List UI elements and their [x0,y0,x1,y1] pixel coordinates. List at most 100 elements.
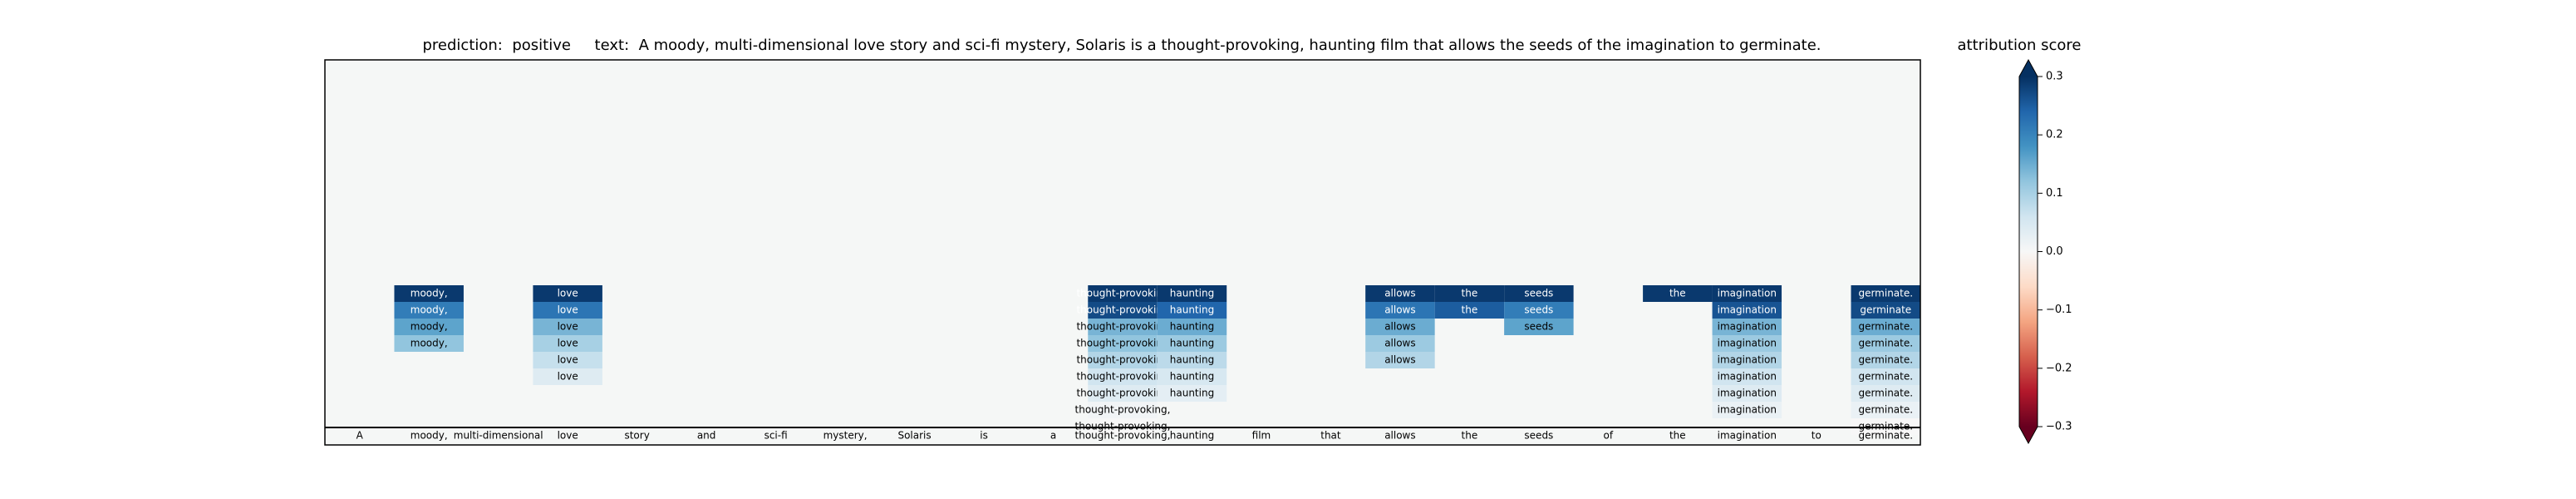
attribution-cell [1088,319,1158,335]
token-label: to [1812,430,1821,442]
token-label: and [697,430,716,442]
token-label: mystery, [823,430,868,442]
attribution-cell-label: thought-provoking [1076,321,1168,333]
attribution-cell-label: haunting [1170,354,1214,366]
attribution-cell [1088,402,1158,418]
attribution-cell [1365,285,1435,302]
colorbar-gradient [2019,77,2038,427]
attribution-cell-label: haunting [1170,338,1214,349]
attribution-cell [1851,385,1920,402]
attribution-cell-label: allows [1384,321,1415,333]
attribution-cell [1851,402,1920,418]
attribution-cell-label: haunting [1170,321,1214,333]
attribution-cell-label: thought-provoking [1076,354,1168,366]
token-label: sci-fi [764,430,788,442]
token-label: allows [1384,430,1415,442]
attribution-cell [1088,368,1158,385]
attribution-cell [1643,285,1713,302]
attribution-cell [1365,302,1435,319]
attribution-cell [1851,368,1920,385]
attribution-cell [394,319,464,335]
attribution-cell-label: allows [1384,288,1415,299]
token-label: the [1462,430,1478,442]
token-label: seeds [1524,430,1553,442]
attribution-cell [1157,319,1227,335]
attribution-cell [1504,319,1574,335]
attribution-cell-label: imagination [1718,404,1777,416]
attribution-cell-label: germinate. [1858,288,1913,299]
attribution-cell-label: moody, [410,304,448,316]
attribution-cell-label: moody, [410,288,448,299]
attribution-cell-label: thought-provoking [1076,288,1168,299]
attribution-cell-label: moody, [410,338,448,349]
text-value: A moody, multi-dimensional love story an… [638,37,1821,54]
attribution-cell-label: love [558,338,578,349]
token-label: germinate. [1858,430,1913,442]
attribution-cell-label: allows [1384,354,1415,366]
colorbar-tick-label: −0.2 [2046,362,2072,374]
attribution-cell [1088,302,1158,319]
attribution-cell-label: the [1462,288,1478,299]
attribution-cell-label: germinate. [1858,371,1913,383]
attribution-cell [1712,285,1782,302]
attribution-cell [1157,352,1227,368]
attribution-cell-label: haunting [1170,388,1214,399]
colorbar-tick-label: 0.0 [2046,245,2063,258]
attribution-cell-label: haunting [1170,288,1214,299]
attribution-cell-label: germinate. [1858,338,1913,349]
attribution-cell-label: imagination [1718,304,1777,316]
attribution-cell-label: thought-provoking, [1075,404,1171,416]
attribution-cell-label: imagination [1718,288,1777,299]
token-label: a [1050,430,1056,442]
token-label: thought-provoking, [1075,430,1171,442]
attribution-cell [533,319,602,335]
colorbar-ticks: 0.3 0.2 0.1 0.0 −0.1 −0.2 −0.3 [2038,71,2072,433]
attribution-cell [1712,319,1782,335]
attribution-cell-label: the [1462,304,1478,316]
attribution-cell [1504,302,1574,319]
attribution-cell [1712,352,1782,368]
attribution-cell [533,368,602,385]
attribution-cell-label: thought-provoking [1076,304,1168,316]
token-label: that [1320,430,1341,442]
colorbar-lower-extension [2019,427,2038,443]
attribution-cell-label: imagination [1718,321,1777,333]
attribution-cell [1088,385,1158,402]
attribution-cell-label: germinate [1860,304,1911,316]
attribution-cell [1088,335,1158,352]
attribution-cell [1851,352,1920,368]
attribution-cell [533,285,602,302]
attribution-cell [1157,368,1227,385]
colorbar-upper-extension [2019,60,2038,77]
attribution-cell [1157,285,1227,302]
attribution-cell-label: love [558,321,578,333]
attribution-cell-label: thought-provoking [1076,371,1168,383]
attribution-cell [1434,285,1505,302]
chart-title: prediction: positive text: A moody, mult… [324,37,1920,54]
attribution-cell [394,335,464,352]
attribution-cell-label: love [558,354,578,366]
attribution-cell-label: seeds [1524,321,1553,333]
attribution-cell [1157,302,1227,319]
attribution-cell-label: allows [1384,304,1415,316]
attribution-cell [1712,385,1782,402]
attribution-cell [533,335,602,352]
attribution-cell-label: love [558,288,578,299]
attribution-cell-label: love [558,371,578,383]
token-label: haunting [1170,430,1214,442]
attribution-cell-label: the [1669,288,1686,299]
attribution-cell [1851,335,1920,352]
token-label: imagination [1718,430,1777,442]
attribution-cell-label: thought-provoking [1076,388,1168,399]
colorbar-tick-label: −0.3 [2046,421,2072,433]
plot-frame [324,59,1921,446]
attribution-cells: moody, moody, moody, moody, love love love love… [394,285,1920,435]
attribution-cell [1088,285,1158,302]
attribution-cell [533,302,602,319]
attribution-cell [1851,302,1920,319]
attribution-cell-label: love [558,304,578,316]
colorbar-title: attribution score [1957,37,2082,54]
token-label: Solaris [897,430,931,442]
colorbar-tick-label: 0.3 [2046,71,2063,83]
attribution-cell-label: imagination [1718,338,1777,349]
